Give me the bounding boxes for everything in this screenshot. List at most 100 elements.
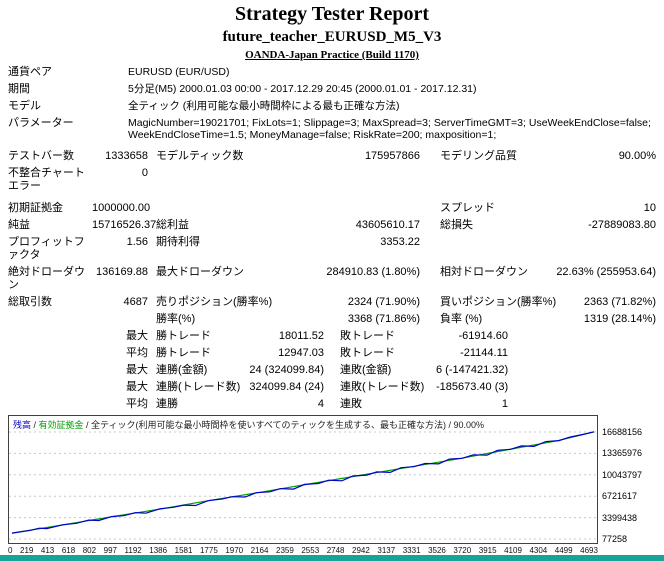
bars-value: 1333658 [105,150,148,162]
max-conlosses-label: 連敗(金額) [340,364,392,376]
row-net-profit: 純益 15716526.37 総利益 43605610.17 総損失 -2788… [0,219,664,232]
chart-legend: 残高 / 有効証拠金 / 全ティック(利用可能な最小時間枠を使いすべてのティック… [13,418,484,431]
long-pos-value: 2363 (71.82%) [583,296,656,308]
avg-profit-label: 勝トレード [156,347,211,359]
row-parameters: パラメーター MagicNumber=19021701; FixLots=1; … [0,117,664,141]
ea-name: future_teacher_EURUSD_M5_V3 [222,29,442,45]
row-period: 期間 5分足(M5) 2000.01.03 00:00 - 2017.12.29… [0,83,664,96]
avg-conwins-label: 連勝 [156,398,178,410]
x-axis-label: 413 [40,546,55,555]
x-axis-label: 4109 [504,546,522,555]
row-mismatched: 不整合チャートエラー 0 [0,167,664,193]
y-axis-label: 77258 [602,534,628,544]
x-axis-label: 3915 [478,546,497,555]
x-axis-label: 3720 [453,546,472,555]
short-pos-value: 2324 (71.90%) [347,296,420,308]
row-model: モデル 全ティック (利用可能な最小時間枠による最も正確な方法) [0,100,664,113]
x-axis-label: 3137 [377,546,396,555]
x-axis-label: 4693 [580,546,598,555]
long-pos-label: 買いポジション(勝率%) [440,296,557,308]
max-conwins-value: 24 (324099.84) [249,364,324,376]
max-conloss-value: -185673.40 (3) [436,381,509,393]
period-value: 5分足(M5) 2000.01.03 00:00 - 2017.12.29 20… [128,83,477,95]
report-table: 通貨ペア EURUSD (EUR/USD) 期間 5分足(M5) 2000.01… [0,66,664,411]
y-axis-label: 6721617 [602,491,638,502]
legend-separator: / [31,420,39,430]
average-head: 平均 [126,347,148,359]
gross-loss-label: 総損失 [440,219,473,231]
expected-payoff-value: 3353.22 [380,236,420,248]
net-profit-label: 純益 [8,219,30,231]
max-dd-label: 最大ドローダウン [156,266,244,278]
spread-label: スプレッド [440,202,495,214]
net-profit-value: 15716526.37 [92,219,157,231]
row-largest-trade: 最大 勝トレード 18011.52 敗トレード -61914.60 [0,330,664,343]
row-symbol: 通貨ペア EURUSD (EUR/USD) [0,66,664,79]
x-axis-label: 2748 [326,546,345,555]
symbol-value: EURUSD (EUR/USD) [128,66,230,78]
expected-payoff-label: 期待利得 [156,236,200,248]
row-win-loss: 勝率(%) 3368 (71.86%) 負率 (%) 1319 (28.14%) [0,313,664,326]
rel-dd-label: 相対ドローダウン [440,266,528,278]
y-axis-label: 3399438 [602,512,638,523]
x-axis-label: 618 [61,546,76,555]
balance-chart: 残高 / 有効証拠金 / 全ティック(利用可能な最小時間枠を使いすべてのティック… [8,415,664,557]
x-axis-label: 802 [82,546,97,555]
max-conprofit-value: 324099.84 (24) [249,381,324,393]
bars-label: テストバー数 [8,150,74,162]
avg-loss-value: -21144.11 [460,347,508,359]
bottom-divider-bar [0,555,664,561]
avg-conlosses-label: 連敗 [340,398,362,410]
deposit-label: 初期証拠金 [8,202,63,214]
max-conlosses-value: 6 (-147421.32) [436,364,509,376]
parameters-label: パラメーター [8,117,74,129]
x-axis-label: 1386 [149,546,168,555]
row-total-trades: 総取引数 4687 売りポジション(勝率%) 2324 (71.90%) 買いポ… [0,296,664,309]
largest-loss-value: -61914.60 [458,330,508,342]
profit-trades-value: 3368 (71.86%) [347,313,420,325]
y-axis-label: 16688156 [602,427,643,437]
largest-loss-label: 敗トレード [340,330,395,342]
chart-canvas [9,431,597,540]
x-axis-label: 1192 [124,546,142,555]
row-consecutive-money: 最大 連勝(金額) 24 (324099.84) 連敗(金額) 6 (-1474… [0,364,664,377]
loss-trades-label: 負率 (%) [440,313,483,325]
y-axis-label: 10043797 [602,469,643,480]
x-axis-label: 2359 [276,546,294,555]
avg-conlosses-value: 1 [501,398,508,410]
rel-dd-value: 22.63% (255953.64) [556,266,656,278]
legend-balance-label: 残高 [13,420,32,430]
x-axis-label: 4304 [529,546,548,555]
largest-profit-value: 18011.52 [278,330,324,342]
row-deposit: 初期証拠金 1000000.00 スプレッド 10 [0,202,664,215]
deposit-value: 1000000.00 [92,202,151,214]
x-axis-label: 0 [8,546,13,555]
symbol-label: 通貨ペア [8,66,52,78]
x-axis-label: 4499 [554,546,573,555]
x-axis-label: 1775 [199,546,218,555]
quality-value: 90.00% [618,150,656,162]
gross-profit-label: 総利益 [156,219,189,231]
avg-loss-label: 敗トレード [340,347,395,359]
quality-label: モデリング品質 [440,150,517,162]
largest-head: 最大 [126,330,148,342]
row-drawdown: 絶対ドローダウン 136169.88 最大ドローダウン 284910.83 (1… [0,266,664,292]
loss-trades-value: 1319 (28.14%) [583,313,656,325]
model-label: モデル [8,100,41,112]
total-trades-label: 総取引数 [8,296,52,308]
y-axis-label: 13365976 [602,448,643,459]
x-axis-label: 3331 [402,546,421,555]
row-average-consecutive: 平均 連勝 4 連敗 1 [0,398,664,411]
balance-line [11,431,595,534]
x-axis-label: 2553 [301,546,320,555]
x-axis-label: 1581 [174,546,193,555]
row-average-trade: 平均 勝トレード 12947.03 敗トレード -21144.11 [0,347,664,360]
x-axis-label: 2164 [250,546,269,555]
row-bars: テストバー数 1333658 モデルティック数 175957866 モデリング品… [0,150,664,163]
legend-model-text: / 全ティック(利用可能な最小時間枠を使いすべてのティックを生成する、最も正確な… [83,420,485,430]
spread-value: 10 [643,202,656,214]
gross-profit-value: 43605610.17 [355,219,420,231]
max-dd-value: 284910.83 (1.80%) [326,266,420,278]
x-axis-label: 997 [103,546,117,555]
